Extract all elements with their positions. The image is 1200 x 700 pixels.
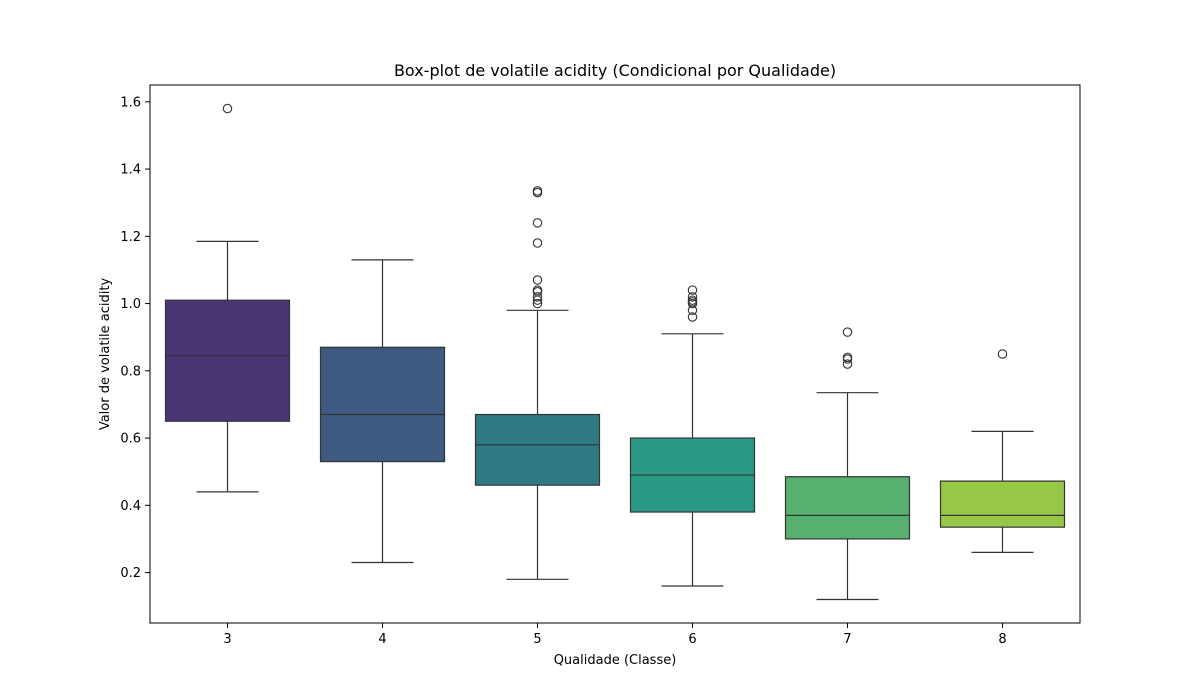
outlier-point	[842, 359, 853, 369]
x-tick-label: 3	[223, 632, 231, 647]
plot-area: 0.2 0.4 0.6 0.8 1.0 1.2 1.4 1.6 3 4 5 6 7 8	[120, 95, 1066, 647]
x-tick-label: 8	[998, 632, 1006, 647]
y-tick-label: 1.6	[120, 95, 141, 110]
outlier-point	[687, 312, 698, 322]
box-5	[474, 413, 601, 486]
y-tick-label: 1.4	[120, 163, 141, 178]
box-8	[939, 480, 1066, 528]
outlier-point	[532, 292, 543, 302]
x-tick-label: 4	[378, 632, 386, 647]
outlier-point	[687, 292, 698, 302]
x-tick-label: 5	[533, 632, 541, 647]
chart-title: Box-plot de volatile acidity (Condiciona…	[394, 61, 836, 80]
outlier-point	[687, 295, 698, 305]
y-tick-label: 0.6	[120, 432, 141, 447]
outlier-point	[532, 218, 543, 228]
x-axis-label: Qualidade (Classe)	[554, 653, 677, 668]
y-tick-label: 0.4	[120, 499, 141, 514]
outlier-point	[222, 103, 233, 114]
x-tick-label: 7	[843, 632, 851, 647]
outlier-point	[532, 238, 543, 248]
outlier-point	[842, 327, 853, 337]
box-4	[319, 346, 446, 463]
outlier-point	[532, 275, 543, 285]
box-7	[784, 476, 911, 540]
plot-frame	[149, 84, 1081, 624]
box-3	[164, 299, 291, 422]
y-axis-label: Valor de volatile acidity	[98, 278, 113, 431]
x-tick-label: 6	[688, 632, 696, 647]
y-tick-label: 1.0	[120, 297, 141, 312]
outlier-point	[532, 285, 543, 295]
y-tick-label: 0.2	[120, 566, 141, 581]
outlier-point	[532, 298, 543, 309]
y-tick-label: 0.8	[120, 364, 141, 379]
outlier-point	[997, 349, 1008, 359]
outlier-point	[842, 352, 853, 363]
outlier-point	[532, 186, 543, 196]
outlier-point	[687, 285, 698, 295]
y-tick-label: 1.2	[120, 230, 141, 245]
